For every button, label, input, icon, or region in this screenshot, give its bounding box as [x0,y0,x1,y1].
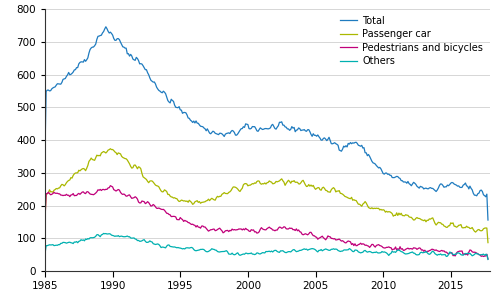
Others [182,247,188,251]
Pedestrians and bicycles [108,184,114,188]
Passenger car [108,147,114,151]
Line: Pedestrians and bicycles: Pedestrians and bicycles [45,186,488,259]
Passenger car [170,195,175,199]
Passenger car [449,222,455,225]
Pedestrians and bicycles [170,215,175,218]
Pedestrians and bicycles [330,237,336,241]
Others [485,257,491,261]
Others [246,252,252,255]
Pedestrians and bicycles [246,229,252,233]
Passenger car [485,241,491,245]
Line: Total: Total [45,27,488,220]
Others [449,252,455,256]
Line: Passenger car: Passenger car [45,149,488,243]
Total [170,99,175,102]
Total [182,111,188,114]
Legend: Total, Passenger car, Pedestrians and bicycles, Others: Total, Passenger car, Pedestrians and bi… [338,14,485,68]
Others [42,252,48,256]
Passenger car [330,186,336,189]
Passenger car [186,198,192,202]
Total [246,127,252,131]
Total [449,180,455,184]
Passenger car [42,217,48,221]
Passenger car [246,183,252,187]
Line: Others: Others [45,233,488,259]
Total [330,141,336,145]
Total [485,218,491,222]
Pedestrians and bicycles [485,257,491,261]
Others [100,232,106,235]
Pedestrians and bicycles [182,219,188,222]
Pedestrians and bicycles [186,221,192,225]
Others [186,246,192,250]
Others [330,247,336,251]
Others [170,245,175,249]
Total [186,116,192,120]
Passenger car [182,199,188,203]
Pedestrians and bicycles [42,218,48,222]
Total [103,25,109,29]
Pedestrians and bicycles [449,251,455,254]
Total [42,150,48,154]
